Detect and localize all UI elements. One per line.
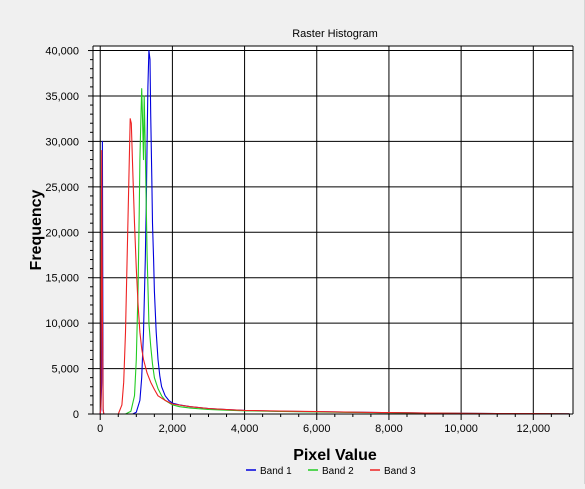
legend-label-band-1: Band 1 bbox=[260, 466, 292, 477]
legend-label-band-3: Band 3 bbox=[384, 466, 416, 477]
y-axis-label: Frequency bbox=[28, 189, 45, 270]
y-tick-label: 35,000 bbox=[45, 91, 79, 103]
series-lines bbox=[99, 49, 570, 415]
chart-title: Raster Histogram bbox=[292, 28, 378, 40]
x-tick-label: 4,000 bbox=[231, 423, 259, 435]
x-tick-label: 10,000 bbox=[444, 423, 478, 435]
y-tick-label: 20,000 bbox=[45, 227, 79, 239]
y-tick-label: 25,000 bbox=[45, 182, 79, 194]
grid-lines bbox=[93, 46, 573, 415]
x-tick-label: 8,000 bbox=[375, 423, 403, 435]
y-tick-label: 5,000 bbox=[51, 364, 79, 376]
y-tick-label: 30,000 bbox=[45, 136, 79, 148]
y-tick-label: 15,000 bbox=[45, 273, 79, 285]
y-tick-label: 10,000 bbox=[45, 318, 79, 330]
x-tick-label: 0 bbox=[97, 423, 103, 435]
y-tick-label: 40,000 bbox=[45, 46, 79, 58]
y-tick-label: 0 bbox=[73, 409, 79, 421]
x-axis-label: Pixel Value bbox=[293, 447, 377, 464]
x-tick-label: 2,000 bbox=[159, 423, 187, 435]
plot-area bbox=[93, 46, 573, 414]
axis-ticks: 0 2,000 4,000 6,000 8,000 10,000 12,000 0 5,000 1… bbox=[45, 46, 570, 435]
series-line-band-3 bbox=[99, 118, 570, 415]
x-tick-label: 6,000 bbox=[303, 423, 331, 435]
legend-label-band-2: Band 2 bbox=[322, 466, 354, 477]
legend: Band 1 Band 2 Band 3 bbox=[246, 466, 416, 477]
x-tick-label: 12,000 bbox=[516, 423, 550, 435]
